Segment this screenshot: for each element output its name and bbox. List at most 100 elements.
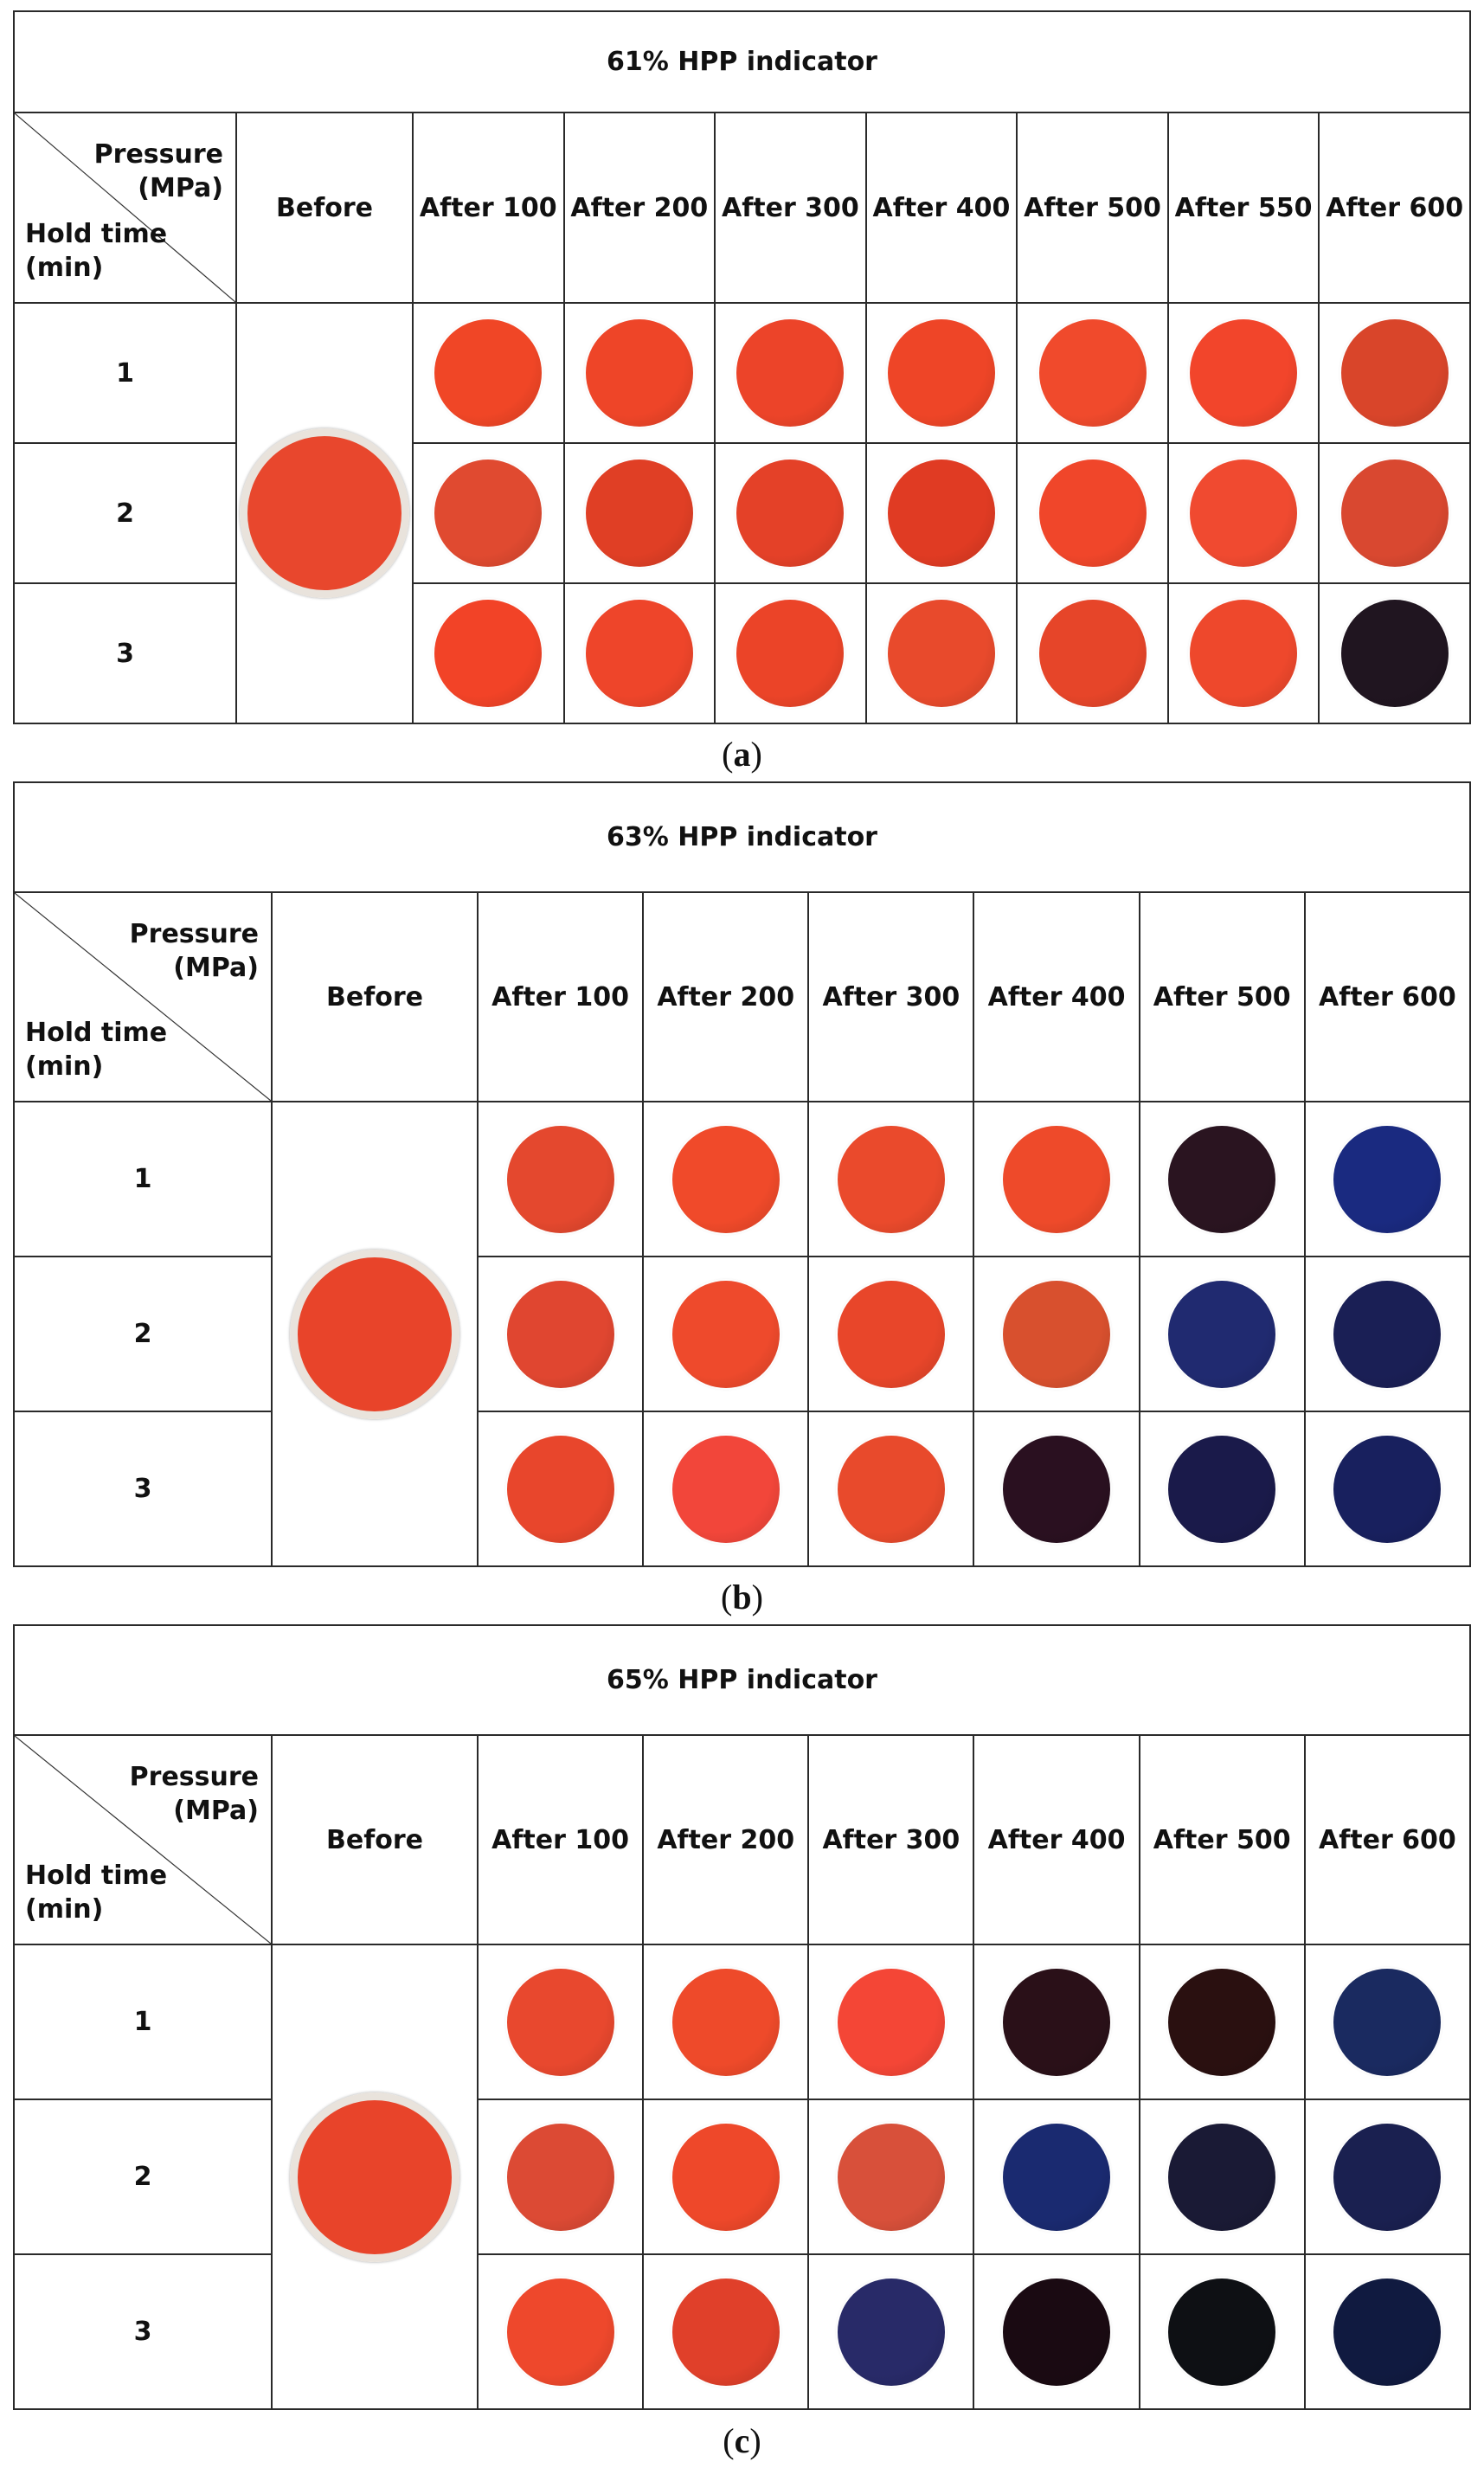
sample-disc — [837, 2278, 945, 2386]
sample-disc — [1333, 1280, 1442, 1388]
panel-caption: (c) — [0, 2420, 1484, 2461]
hold-time-unit: (min) — [25, 1894, 104, 1925]
sample-cell — [714, 582, 867, 724]
sample-disc — [1333, 1435, 1442, 1543]
panel-caption: (a) — [0, 734, 1484, 775]
column-header-before: Before — [235, 112, 414, 304]
caption-close-paren: ) — [751, 1578, 763, 1617]
sample-cell — [642, 1944, 810, 2100]
sample-cell — [973, 1256, 1140, 1412]
panel-c: 65% HPP indicator Pressure (MPa) Hold time(… — [12, 1624, 1472, 2410]
sample-disc — [837, 1968, 945, 2076]
sample-cell — [1166, 302, 1320, 444]
corner-header: Pressure (MPa) Hold time (min) — [13, 112, 237, 304]
sample-cell — [1138, 1944, 1306, 2100]
sample-cell — [562, 302, 716, 444]
sample-cell — [973, 1944, 1140, 2100]
table-title: 61% HPP indicator — [12, 10, 1472, 113]
sample-cell — [1318, 442, 1472, 584]
sample-disc — [1333, 2278, 1442, 2386]
sample-cell — [1138, 2253, 1306, 2410]
sample-cell — [476, 2099, 645, 2255]
sample-disc — [1340, 600, 1449, 707]
sample-cell — [864, 442, 1018, 584]
pressure-unit: (MPa) — [173, 1796, 259, 1826]
row-label: 3 — [13, 582, 237, 724]
sample-disc — [506, 1968, 614, 2076]
sample-cell — [1318, 302, 1472, 444]
indicator-table: 61% HPP indicator Pressure (MPa) Hold time (… — [12, 10, 1472, 724]
sample-cell — [714, 302, 867, 444]
caption-letter: b — [732, 1578, 752, 1617]
sample-disc — [506, 1280, 614, 1388]
hold-time-label: Hold time (min) — [25, 217, 167, 285]
sample-disc — [1038, 460, 1147, 567]
sample-disc — [837, 1435, 945, 1543]
hold-time-text: Hold time — [25, 219, 168, 249]
table-title: 63% HPP indicator — [12, 781, 1472, 893]
sample-cell — [1016, 302, 1169, 444]
sample-disc — [1003, 1280, 1111, 1388]
caption-close-paren: ) — [750, 735, 762, 774]
row-label: 2 — [13, 2099, 273, 2255]
sample-disc — [1003, 2123, 1111, 2231]
sample-cell — [476, 1944, 645, 2100]
caption-open-paren: ( — [722, 735, 734, 774]
sample-disc — [837, 1280, 945, 1388]
sample-disc — [1038, 600, 1147, 707]
corner-header: Pressure (MPa) Hold time (min) — [13, 891, 273, 1102]
sample-cell — [1166, 582, 1320, 724]
sample-disc — [736, 319, 845, 427]
column-header: After 100 — [412, 112, 565, 304]
sample-disc — [1168, 1435, 1276, 1543]
sample-disc — [671, 2123, 780, 2231]
table-title: 65% HPP indicator — [12, 1624, 1472, 1736]
sample-cell — [973, 2099, 1140, 2255]
before-sample-cell — [271, 1944, 479, 2410]
pressure-text: Pressure — [93, 139, 223, 170]
sample-disc — [434, 319, 543, 427]
sample-cell — [562, 442, 716, 584]
sample-disc — [434, 600, 543, 707]
column-header: After 200 — [642, 1734, 810, 1945]
sample-cell — [864, 582, 1018, 724]
caption-open-paren: ( — [721, 1578, 733, 1617]
sample-disc — [1003, 2278, 1111, 2386]
hold-time-text: Hold time — [25, 1861, 168, 1891]
column-header: After 600 — [1303, 1734, 1472, 1945]
column-header: After 200 — [562, 112, 716, 304]
sample-disc — [1333, 1968, 1442, 2076]
sample-disc — [736, 460, 845, 567]
sample-disc — [506, 2123, 614, 2231]
sample-disc — [585, 319, 693, 427]
sample-disc — [837, 1125, 945, 1233]
row-label: 3 — [13, 1411, 273, 1567]
indicator-table: 63% HPP indicator Pressure (MPa) Hold time(… — [12, 781, 1472, 1567]
sample-disc — [837, 2123, 945, 2231]
caption-open-paren: ( — [723, 2421, 735, 2460]
sample-cell — [642, 1101, 810, 1257]
pressure-text: Pressure — [129, 919, 259, 949]
sample-cell — [476, 1411, 645, 1567]
sample-cell — [973, 1101, 1140, 1257]
sample-disc — [671, 1435, 780, 1543]
sample-disc — [1168, 1280, 1276, 1388]
sample-cell — [1303, 2099, 1472, 2255]
sample-cell — [973, 1411, 1140, 1567]
sample-disc — [506, 2278, 614, 2386]
sample-cell — [642, 1411, 810, 1567]
sample-cell — [1138, 1101, 1306, 1257]
caption-letter: a — [733, 735, 751, 774]
hold-time-text: Hold time — [25, 1018, 168, 1048]
sample-disc — [585, 600, 693, 707]
caption-close-paren: ) — [749, 2421, 761, 2460]
column-header-before: Before — [271, 1734, 479, 1945]
row-label: 1 — [13, 1944, 273, 2100]
row-label: 1 — [13, 302, 237, 444]
sample-cell — [1303, 1411, 1472, 1567]
sample-disc — [1003, 1968, 1111, 2076]
sample-cell — [476, 1101, 645, 1257]
hold-time-unit: (min) — [25, 253, 104, 283]
column-header-before: Before — [271, 891, 479, 1102]
sample-disc — [1038, 319, 1147, 427]
